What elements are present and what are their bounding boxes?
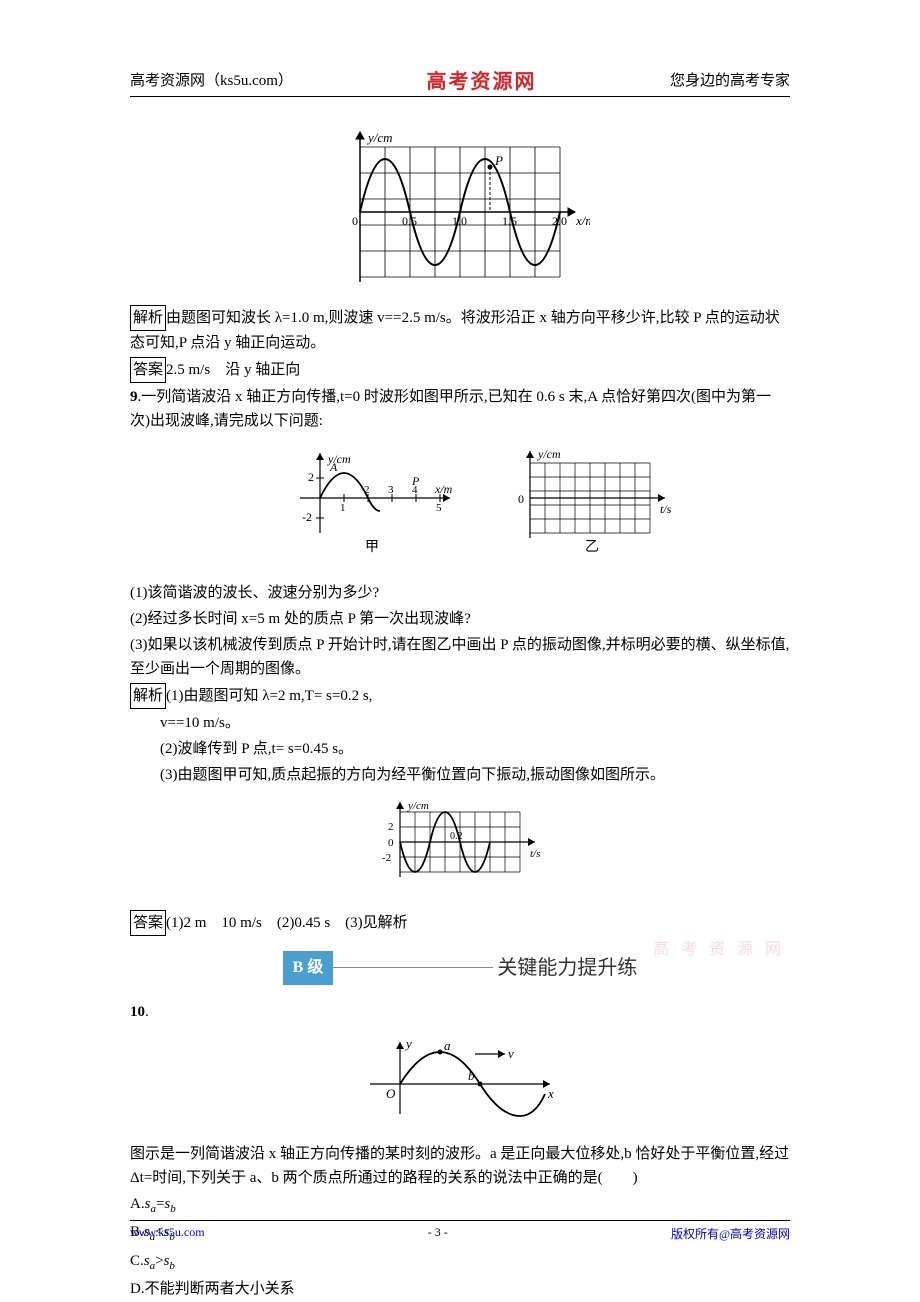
fig4-ylabel: y [404,1036,412,1051]
q10-dot: . [145,1004,149,1020]
q9-text: .一列简谐波沿 x 轴正方向传播,t=0 时波形如图甲所示,已知在 0.6 s … [130,389,771,429]
question-9: 9.一列简谐波沿 x 轴正方向传播,t=0 时波形如图甲所示,已知在 0.6 s… [130,385,790,433]
fig1-xlabel: x/m [575,213,590,228]
page-header: 高考资源网（ks5u.com） 高考资源网 您身边的高考专家 [130,65,790,97]
fig2a-xt3: 3 [388,484,394,496]
fig2a-ytick-2: 2 [308,470,314,484]
fig2a-xt2: 2 [364,484,370,496]
answer-label: 答案 [130,357,166,383]
fig1-tick-4: 2.0 [552,214,567,228]
header-left: 高考资源网（ks5u.com） [130,69,293,90]
figure-4: O y x a b v [130,1034,790,1132]
fig2a-caption: 甲 [365,540,379,555]
header-center-title: 高考资源网 [426,65,536,94]
answer-2-text: (1)2 m 10 m/s (2)0.45 s (3)见解析 [166,915,408,931]
fig2a-xt5: 5 [436,502,442,514]
q10-optC: C.sa>sb [130,1249,790,1276]
answer-1: 答案2.5 m/s 沿 y 轴正向 [130,357,790,383]
figure-wave-grid-1: y/cm x/m P 0 0.5 1.0 1.5 2.0 [130,127,790,295]
fig4-b: b [468,1068,475,1083]
subq-2: (2)经过多长时间 x=5 m 处的质点 P 第一次出现波峰? [130,607,790,631]
fig4-xlabel: x [547,1086,554,1101]
answer-2: 答案(1)2 m 10 m/s (2)0.45 s (3)见解析 [130,910,790,936]
analysis-2-line1: (1)由题图可知 λ=2 m,T= s=0.2 s, [166,688,372,704]
fig1-tick-3: 1.5 [502,214,517,228]
fig2a-ytick-n2: -2 [302,510,312,524]
subq-3: (3)如果以该机械波传到质点 P 开始计时,请在图乙中画出 P 点的振动图像,并… [130,633,790,681]
subq-1: (1)该简谐波的波长、波速分别为多少? [130,581,790,605]
fig4-a: a [444,1038,451,1053]
figure-pair: y/cm x/m 2 -2 1 2 3 4 5 A [130,443,790,571]
figure-3: y/cm t/s 2 0 -2 0.2 [130,797,790,900]
fig1-ylabel: y/cm [366,130,393,145]
question-10: 10. [130,1000,790,1024]
watermark: 高 考 资 源 网 [653,935,785,959]
answer-1-text: 2.5 m/s 沿 y 轴正向 [166,362,300,378]
fig3-yt2: 2 [388,821,394,833]
fig3-xt: 0.2 [450,831,463,842]
answer-2-label: 答案 [130,910,166,936]
fig2b-caption: 乙 [585,539,599,555]
fig1-tick-0: 0 [352,214,358,228]
fig2a-xt1: 1 [340,502,346,514]
fig3-yt0: 0 [388,837,394,849]
level-badge: B 级 [283,951,334,985]
fig2a-P: P [411,474,420,488]
analysis-2-line4: (3)由题图甲可知,质点起振的方向为经平衡位置向下振动,振动图像如图所示。 [130,763,790,787]
fig3-xlabel: t/s [530,848,540,860]
fig1-tick-1: 0.5 [402,214,417,228]
footer-center: - 3 - [428,1225,448,1242]
q10-number: 10 [130,1004,145,1020]
analysis-2-label: 解析 [130,683,166,709]
fig2b-ylabel: y/cm [537,447,561,461]
fig1-tick-2: 1.0 [452,214,467,228]
main-content: y/cm x/m P 0 0.5 1.0 1.5 2.0 解析由题图可知波长 λ… [130,127,790,1301]
q9-number: 9 [130,389,138,405]
q10-optA: A.sa=sb [130,1192,790,1219]
fig4-origin: O [386,1086,396,1101]
analysis-2: 解析(1)由题图可知 λ=2 m,T= s=0.2 s, [130,683,790,709]
fig3-ytn2: -2 [382,852,391,864]
fig4-v: v [508,1046,514,1061]
fig1-point-p: P [494,153,503,168]
header-right: 您身边的高考专家 [670,69,790,90]
analysis-1: 解析由题图可知波长 λ=1.0 m,则波速 v==2.5 m/s。将波形沿正 x… [130,305,790,355]
fig2a-A: A [329,460,338,474]
fig2b-origin: 0 [518,492,524,506]
analysis-label: 解析 [130,305,166,331]
footer-right: 版权所有@高考资源网 [671,1225,790,1242]
fig3-ylabel: y/cm [407,800,429,812]
analysis-2-line3: (2)波峰传到 P 点,t= s=0.45 s。 [130,737,790,761]
footer-left: www.ks5u.com [130,1225,205,1242]
q10-optD: D.不能判断两者大小关系 [130,1277,790,1301]
analysis-2-line2: v==10 m/s。 [130,711,790,735]
level-text: 关键能力提升练 [497,952,637,984]
page-footer: www.ks5u.com - 3 - 版权所有@高考资源网 [130,1220,790,1242]
fig2b-xlabel: t/s [660,502,672,516]
q10-main: 图示是一列简谐波沿 x 轴正方向传播的某时刻的波形。a 是正向最大位移处,b 恰… [130,1142,790,1190]
level-line [333,967,493,968]
analysis-1-text: 由题图可知波长 λ=1.0 m,则波速 v==2.5 m/s。将波形沿正 x 轴… [130,310,780,351]
fig2a-xlabel: x/m [434,482,453,496]
